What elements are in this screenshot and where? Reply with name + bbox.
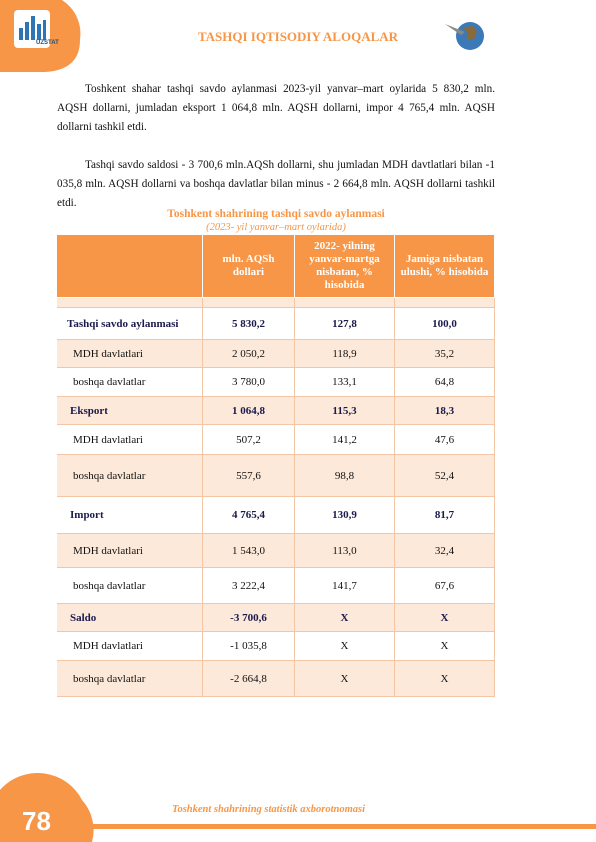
table-cell: Jamiga nisbatan ulushi, % hisobida bbox=[395, 235, 495, 298]
footer-text: Toshkent shahrining statistik axborotnom… bbox=[172, 804, 366, 815]
table-cell: MDH davlatlari bbox=[57, 425, 203, 455]
table-cell: boshqa davlatlar bbox=[57, 568, 203, 604]
table-cell: 507,2 bbox=[203, 425, 295, 455]
table-cell: 18,3 bbox=[395, 397, 495, 425]
table-cell: 130,9 bbox=[295, 497, 395, 534]
footer-corner bbox=[0, 772, 94, 842]
table-cell: 32,4 bbox=[395, 534, 495, 568]
table-cell: boshqa davlatlar bbox=[57, 661, 203, 697]
table-cell: Tashqi savdo aylanmasi bbox=[57, 308, 203, 340]
table-cell: 3 780,0 bbox=[203, 368, 295, 397]
table-cell bbox=[395, 298, 495, 308]
table-cell: Saldo bbox=[57, 604, 203, 632]
table-cell: 81,7 bbox=[395, 497, 495, 534]
table-cell: 4 765,4 bbox=[203, 497, 295, 534]
table-cell: Import bbox=[57, 497, 203, 534]
table-cell: 141,7 bbox=[295, 568, 395, 604]
globe-land bbox=[462, 26, 477, 40]
table-cell bbox=[203, 298, 295, 308]
table-cell: boshqa davlatlar bbox=[57, 368, 203, 397]
table-cell: 35,2 bbox=[395, 340, 495, 368]
logo-bars bbox=[19, 16, 46, 40]
logo-text: UZSTAT bbox=[36, 40, 59, 46]
table-cell: 141,2 bbox=[295, 425, 395, 455]
paragraph: Toshkent shahar tashqi savdo aylanmasi 2… bbox=[57, 83, 495, 133]
table-cell: X bbox=[295, 604, 395, 632]
table-title: Toshkent shahrining tashqi savdo aylanma… bbox=[167, 208, 385, 220]
plane bbox=[445, 24, 465, 35]
table-cell: 133,1 bbox=[295, 368, 395, 397]
table-cell: 2022- yilning yanvar-martga nisbatan, % … bbox=[295, 235, 395, 298]
table-cell: X bbox=[295, 632, 395, 661]
table-cell: -1 035,8 bbox=[203, 632, 295, 661]
table-cell: X bbox=[395, 604, 495, 632]
table-cell bbox=[295, 298, 395, 308]
table-subtitle: (2023- yil yanvar–mart oylarida) bbox=[206, 222, 346, 233]
table-cell: MDH davlatlari bbox=[57, 340, 203, 368]
table-cell: 1 543,0 bbox=[203, 534, 295, 568]
table-cell: 98,8 bbox=[295, 455, 395, 497]
table-cell: 100,0 bbox=[395, 308, 495, 340]
table-cell: 67,6 bbox=[395, 568, 495, 604]
table-cell: 3 222,4 bbox=[203, 568, 295, 604]
table-cell: 2 050,2 bbox=[203, 340, 295, 368]
table-cell: 118,9 bbox=[295, 340, 395, 368]
table-cell: 113,0 bbox=[295, 534, 395, 568]
table-cell bbox=[57, 235, 203, 298]
table-cell: -3 700,6 bbox=[203, 604, 295, 632]
table-cell: Eksport bbox=[57, 397, 203, 425]
table-cell: 115,3 bbox=[295, 397, 395, 425]
table-cell: mln. AQSh dollari bbox=[203, 235, 295, 298]
table-cell: 127,8 bbox=[295, 308, 395, 340]
table-cell: 1 064,8 bbox=[203, 397, 295, 425]
table-cell: 52,4 bbox=[395, 455, 495, 497]
header-title: TASHQI IQTISODIY ALOQALAR bbox=[197, 29, 399, 44]
table-cell bbox=[57, 298, 203, 308]
table-cell: 5 830,2 bbox=[203, 308, 295, 340]
table-cell: 47,6 bbox=[395, 425, 495, 455]
table-cell: boshqa davlatlar bbox=[57, 455, 203, 497]
footer-line bbox=[90, 824, 596, 829]
page-number: 78 bbox=[22, 806, 51, 836]
table-cell: 557,6 bbox=[203, 455, 295, 497]
table-cell: X bbox=[295, 661, 395, 697]
table-cell: -2 664,8 bbox=[203, 661, 295, 697]
table-cell: MDH davlatlari bbox=[57, 632, 203, 661]
table-cell: 64,8 bbox=[395, 368, 495, 397]
table-cell: X bbox=[395, 661, 495, 697]
table-cell: MDH davlatlari bbox=[57, 534, 203, 568]
paragraph: Tashqi savdo saldosi - 3 700,6 mln.AQSh … bbox=[57, 159, 495, 209]
table-cell: X bbox=[395, 632, 495, 661]
